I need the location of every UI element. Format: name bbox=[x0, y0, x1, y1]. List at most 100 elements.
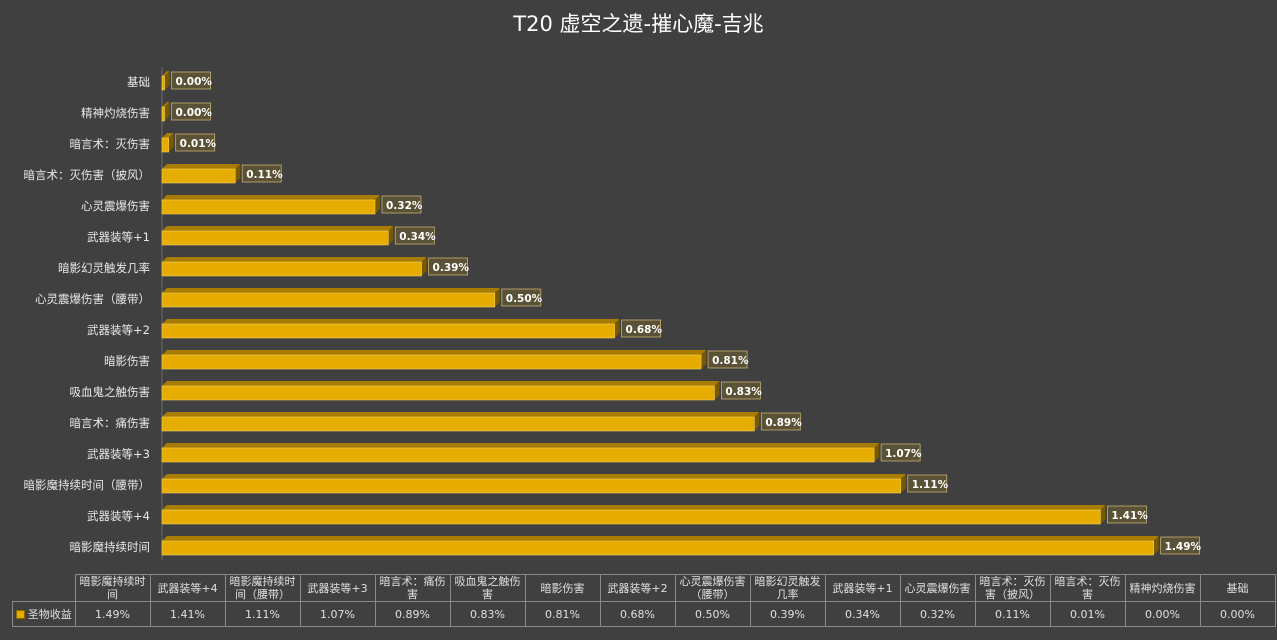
bar-side-face bbox=[900, 474, 906, 493]
table-header-cell: 暗言术：灭伤害 bbox=[1049, 574, 1126, 602]
table-header-cell: 心灵震爆伤害 bbox=[899, 574, 976, 602]
table-value-cell: 0.00% bbox=[1199, 601, 1276, 627]
table-value-cell: 0.68% bbox=[599, 601, 676, 627]
category-label: 心灵震爆伤害（腰带） bbox=[35, 292, 150, 306]
category-label: 吸血鬼之触伤害 bbox=[70, 385, 151, 399]
category-label: 武器装等+4 bbox=[87, 509, 150, 523]
data-label: 1.11% bbox=[912, 479, 949, 491]
bar bbox=[161, 106, 165, 122]
category-label: 暗影魔持续时间（腰带） bbox=[24, 478, 151, 492]
bar bbox=[161, 230, 389, 246]
bar-top-face bbox=[162, 319, 620, 324]
table-header-cell: 暗影魔持续时间 bbox=[74, 574, 151, 602]
bar bbox=[161, 354, 702, 370]
bar bbox=[161, 199, 376, 215]
table-header-cell: 心灵震爆伤害（腰带） bbox=[674, 574, 751, 602]
table-value-cell: 0.11% bbox=[974, 601, 1051, 627]
data-label-box bbox=[171, 102, 211, 121]
data-label: 0.34% bbox=[399, 231, 436, 243]
table-header-cell: 武器装等+2 bbox=[599, 574, 676, 602]
table-value-cell: 0.83% bbox=[449, 601, 526, 627]
data-label: 0.00% bbox=[176, 76, 213, 88]
bar-side-face bbox=[614, 319, 620, 338]
table-header-cell: 基础 bbox=[1199, 574, 1276, 602]
category-label: 心灵震爆伤害 bbox=[81, 199, 150, 213]
category-label: 暗言术：灭伤害 bbox=[70, 137, 151, 151]
bar bbox=[161, 75, 165, 91]
bar-top-face bbox=[162, 536, 1159, 541]
table-header-cell: 暗影魔持续时间（腰带） bbox=[224, 574, 301, 602]
bar-side-face bbox=[164, 71, 170, 90]
category-label: 暗影魔持续时间 bbox=[70, 540, 151, 554]
bar bbox=[161, 261, 422, 277]
table-value-row: 圣物收益 1.49% 1.41% 1.11% 1.07% 0.89% 0.83% 0.81%… bbox=[12, 601, 1276, 627]
table-value-cell: 1.41% bbox=[149, 601, 226, 627]
bar-side-face bbox=[388, 226, 394, 245]
data-label: 1.41% bbox=[1111, 510, 1148, 522]
table-value-cell: 1.49% bbox=[74, 601, 151, 627]
data-label-box bbox=[907, 474, 948, 493]
bar-top-face bbox=[162, 381, 720, 386]
bar-top-face bbox=[162, 133, 174, 138]
data-label: 1.49% bbox=[1165, 541, 1202, 553]
category-label: 暗影伤害 bbox=[104, 354, 150, 368]
table-header-cell: 吸血鬼之触伤害 bbox=[449, 574, 526, 602]
table-corner-cell bbox=[12, 574, 76, 602]
bar-side-face bbox=[494, 288, 500, 307]
bar-top-face bbox=[162, 257, 427, 262]
data-label-box bbox=[707, 350, 748, 369]
table-header-cell: 暗影伤害 bbox=[524, 574, 601, 602]
data-label: 0.00% bbox=[176, 107, 213, 119]
data-label-box bbox=[760, 412, 801, 431]
category-label: 基础 bbox=[127, 75, 150, 89]
table-series-label: 圣物收益 bbox=[12, 601, 76, 627]
chart-title: T20 虚空之遗-摧心魔-吉兆 bbox=[513, 12, 764, 36]
bar-top-face bbox=[162, 226, 394, 231]
series-name: 圣物收益 bbox=[27, 607, 72, 621]
bar-side-face bbox=[1153, 536, 1159, 555]
bar bbox=[161, 540, 1154, 556]
bar-top-face bbox=[162, 474, 906, 479]
data-table: 暗影魔持续时间 武器装等+4 暗影魔持续时间（腰带） 武器装等+3 暗言术：痛伤害 吸血鬼… bbox=[12, 574, 1276, 627]
bar-side-face bbox=[754, 412, 760, 431]
table-header-cell: 暗言术：痛伤害 bbox=[374, 574, 451, 602]
bar-chart-plot: 暗影魔持续时间 1.49% 武器装等+4 1.41% 暗影魔持续时间（腰带） 1.11% 武… bbox=[24, 67, 1202, 560]
table-value-cell: 0.34% bbox=[824, 601, 901, 627]
data-label-box bbox=[381, 195, 422, 214]
data-label: 0.11% bbox=[246, 169, 283, 181]
bar-top-face bbox=[162, 412, 760, 417]
data-label-box bbox=[1160, 536, 1201, 555]
data-label-box bbox=[621, 319, 661, 338]
category-label: 武器装等+3 bbox=[87, 447, 150, 461]
category-label: 武器装等+2 bbox=[87, 323, 150, 337]
bar-top-face bbox=[162, 102, 170, 107]
data-label-box bbox=[501, 288, 542, 307]
data-label-box bbox=[241, 164, 282, 183]
data-label: 0.39% bbox=[433, 262, 470, 274]
legend-key-icon bbox=[15, 610, 25, 619]
bar-top-face bbox=[162, 288, 500, 293]
bar-side-face bbox=[714, 381, 720, 400]
bar-side-face bbox=[374, 195, 380, 214]
table-value-cell: 1.11% bbox=[224, 601, 301, 627]
bar bbox=[161, 137, 169, 153]
bar bbox=[161, 509, 1101, 525]
bar-side-face bbox=[421, 257, 427, 276]
bar bbox=[161, 478, 902, 494]
table-value-cell: 1.07% bbox=[299, 601, 376, 627]
category-label: 暗言术：灭伤害（披风） bbox=[24, 168, 151, 182]
table-value-cell: 0.89% bbox=[374, 601, 451, 627]
data-label-box bbox=[880, 443, 921, 462]
bar-side-face bbox=[168, 133, 174, 152]
data-label-box bbox=[171, 71, 211, 90]
table-value-cell: 0.32% bbox=[899, 601, 976, 627]
bar-top-face bbox=[162, 71, 170, 76]
table-header-cell: 武器装等+3 bbox=[299, 574, 376, 602]
bar-top-face bbox=[162, 164, 241, 169]
data-label-box bbox=[428, 257, 468, 276]
table-header-cell: 暗言术：灭伤害（披风） bbox=[974, 574, 1051, 602]
bar bbox=[161, 385, 715, 401]
bar-side-face bbox=[164, 102, 170, 121]
bar-side-face bbox=[235, 164, 241, 183]
data-label-box bbox=[394, 226, 435, 245]
